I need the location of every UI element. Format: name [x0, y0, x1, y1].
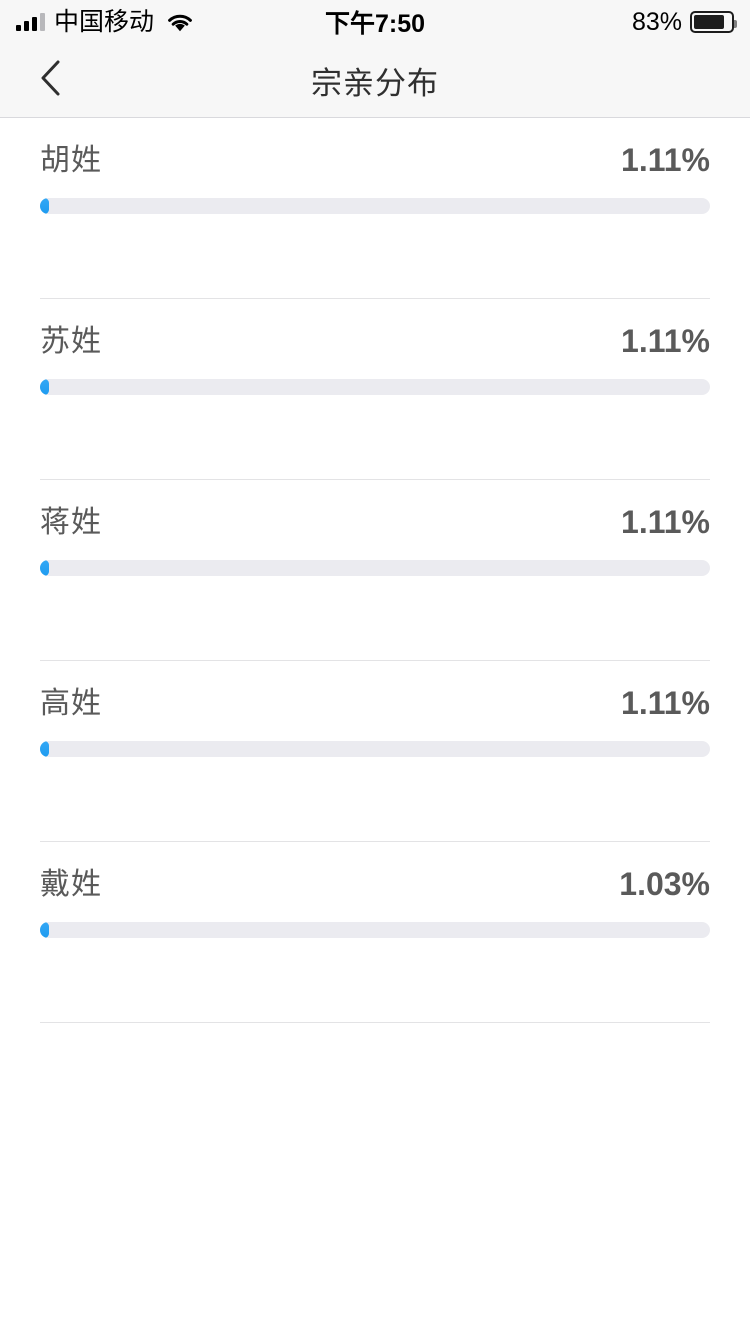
- list-item[interactable]: 蒋姓 1.11%: [0, 480, 750, 661]
- carrier-label: 中国移动: [54, 7, 155, 36]
- list-item[interactable]: 苏姓 1.11%: [0, 299, 750, 480]
- list-item-header: 高姓 1.11%: [0, 661, 750, 719]
- progress-fill: [40, 198, 49, 214]
- back-button[interactable]: [20, 51, 80, 111]
- progress-bar-wrapper: [0, 741, 750, 757]
- row-divider: [40, 660, 710, 661]
- surname-label: 胡姓: [40, 144, 102, 177]
- list-item-header: 蒋姓 1.11%: [0, 480, 750, 538]
- surname-label: 苏姓: [40, 325, 102, 358]
- progress-bar-wrapper: [0, 560, 750, 576]
- navigation-bar: 宗亲分布: [0, 44, 750, 118]
- list-item[interactable]: 戴姓 1.03%: [0, 842, 750, 1023]
- row-divider: [40, 298, 710, 299]
- surname-label: 高姓: [40, 687, 102, 720]
- progress-track: [40, 379, 710, 395]
- surname-label: 戴姓: [40, 868, 102, 901]
- battery-icon: [690, 11, 737, 33]
- progress-fill: [40, 922, 49, 938]
- battery-percent-label: 83%: [631, 7, 682, 36]
- percent-label: 1.11%: [621, 323, 710, 359]
- percent-label: 1.11%: [621, 142, 710, 178]
- list-item-header: 苏姓 1.11%: [0, 299, 750, 357]
- progress-bar-wrapper: [0, 922, 750, 938]
- list-item-header: 戴姓 1.03%: [0, 842, 750, 900]
- percent-label: 1.03%: [619, 866, 710, 902]
- status-bar: 中国移动 下午7:50 83%: [0, 0, 750, 44]
- progress-track: [40, 922, 710, 938]
- chevron-left-icon: [39, 59, 61, 102]
- status-bar-clock: 下午7:50: [324, 10, 426, 38]
- surname-label: 蒋姓: [40, 506, 102, 539]
- list-item-header: 胡姓 1.11%: [0, 118, 750, 176]
- progress-fill: [40, 560, 49, 576]
- cellular-signal-icon: [16, 13, 45, 31]
- percent-label: 1.11%: [621, 504, 710, 540]
- progress-fill: [40, 379, 49, 395]
- progress-bar-wrapper: [0, 379, 750, 395]
- list-item[interactable]: 高姓 1.11%: [0, 661, 750, 842]
- row-divider: [40, 841, 710, 842]
- progress-bar-wrapper: [0, 198, 750, 214]
- list-item[interactable]: 胡姓 1.11%: [0, 118, 750, 299]
- page-title: 宗亲分布: [311, 66, 439, 101]
- percent-label: 1.11%: [621, 685, 710, 721]
- progress-track: [40, 198, 710, 214]
- status-bar-right: 83%: [631, 7, 737, 37]
- row-divider: [40, 479, 710, 480]
- progress-track: [40, 560, 710, 576]
- wifi-icon: [166, 12, 194, 33]
- progress-fill: [40, 741, 49, 757]
- progress-track: [40, 741, 710, 757]
- row-divider: [40, 1022, 710, 1023]
- surname-distribution-list: 胡姓 1.11% 苏姓 1.11% 蒋姓 1.11% 高姓 1.11% 戴姓 1.03%: [0, 118, 750, 1023]
- status-bar-left: 中国移动: [16, 7, 194, 36]
